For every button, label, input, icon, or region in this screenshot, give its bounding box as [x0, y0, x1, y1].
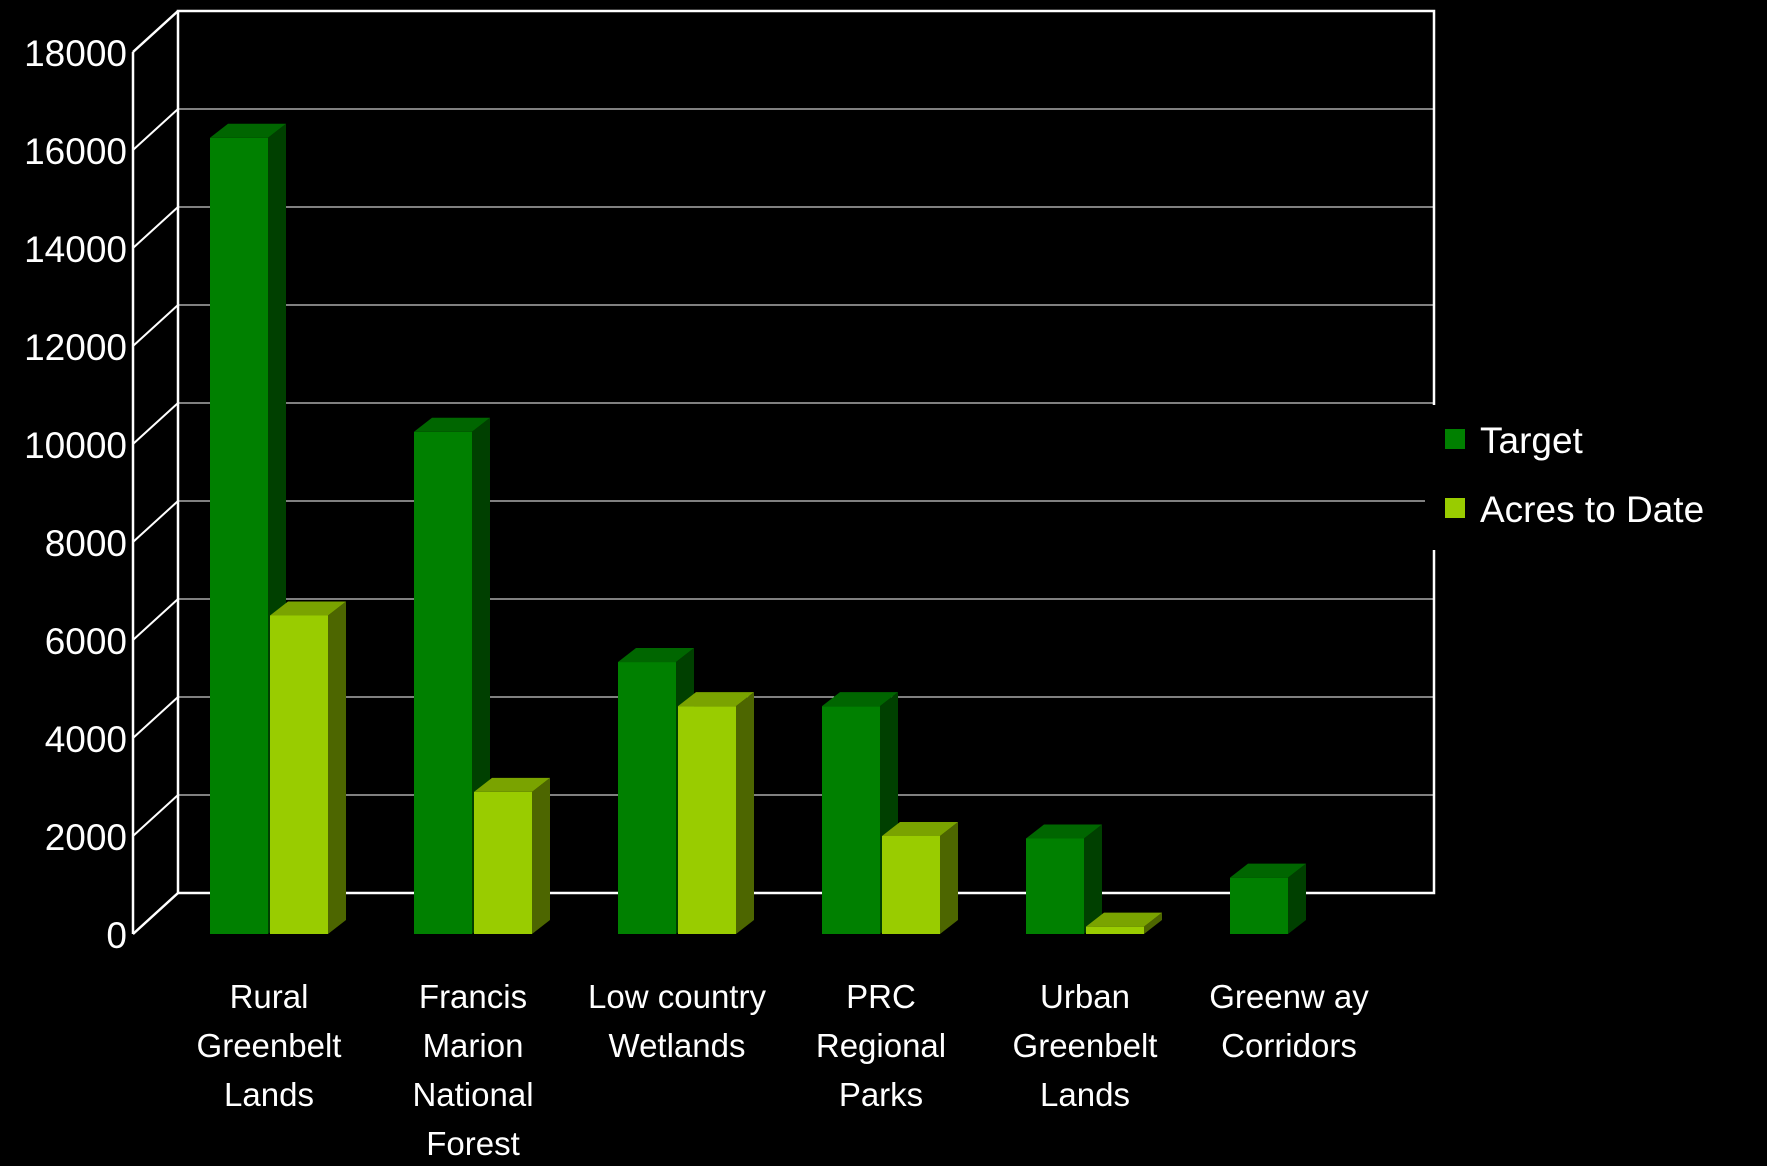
- bar-top-face: [882, 822, 958, 836]
- bar-front-face: [210, 137, 268, 934]
- legend-label: Acres to Date: [1480, 489, 1704, 530]
- bar-side-face: [532, 777, 550, 934]
- bar-front-face: [1026, 838, 1084, 934]
- bar-side-face: [328, 601, 346, 934]
- bar-front-face: [414, 431, 472, 934]
- bar-acres-to-date: [678, 692, 754, 934]
- x-category-label: Greenw ay Corridors: [1209, 978, 1369, 1064]
- y-tick-label: 16000: [24, 131, 127, 172]
- y-tick-mark: [132, 696, 179, 739]
- legend-background: [1425, 405, 1767, 550]
- x-category-label: Francis Marion National Forest: [412, 978, 533, 1161]
- bar-top-face: [1230, 863, 1306, 878]
- bar-acres-to-date: [1086, 912, 1162, 934]
- bar-top-face: [270, 601, 346, 616]
- bar-top-face: [1086, 912, 1162, 927]
- x-category-label: Rural Greenbelt Lands: [197, 978, 342, 1113]
- x-category-label-line: Greenw ay: [1209, 978, 1369, 1015]
- x-category-label-line: Parks: [839, 1076, 923, 1113]
- y-tick-label: 14000: [24, 229, 127, 270]
- legend-swatch: [1445, 498, 1465, 518]
- x-category-label-line: National: [412, 1076, 533, 1113]
- y-tick-mark: [132, 206, 179, 249]
- legend-swatch: [1445, 429, 1465, 449]
- bar-front-face: [678, 706, 736, 934]
- x-category-label-line: Francis: [419, 978, 527, 1015]
- bar-top-face: [210, 123, 286, 138]
- bar-side-face: [940, 822, 958, 934]
- bar-top-face: [474, 777, 550, 792]
- x-category-label-line: Greenbelt: [1013, 1027, 1158, 1064]
- y-tick-label: 6000: [45, 621, 127, 662]
- legend-label: Target: [1480, 420, 1584, 461]
- y-tick-mark: [132, 304, 179, 347]
- x-category-label: PRC Regional Parks: [816, 978, 946, 1113]
- x-category-label: Urban Greenbelt Lands: [1013, 978, 1158, 1113]
- x-category-label-line: Rural: [230, 978, 309, 1015]
- x-category-label-line: Lands: [224, 1076, 314, 1113]
- bar-top-face: [618, 648, 694, 663]
- bar-target: [1026, 824, 1102, 934]
- bar-side-face: [1144, 912, 1162, 934]
- x-category-label-line: Forest: [426, 1125, 520, 1161]
- x-category-label-line: Low country: [588, 978, 766, 1015]
- y-tick-mark: [132, 402, 179, 445]
- bar-acres-to-date: [270, 601, 346, 934]
- bar-acres-to-date: [882, 822, 958, 934]
- bars: [210, 123, 1306, 934]
- x-category-label-line: Lands: [1040, 1076, 1130, 1113]
- x-category-label-line: Regional: [816, 1027, 946, 1064]
- y-tick-mark: [132, 794, 179, 837]
- x-category-label: Low country Wetlands: [588, 978, 766, 1064]
- bar-side-face: [736, 692, 754, 934]
- y-tick-label: 10000: [24, 425, 127, 466]
- bar-front-face: [270, 615, 328, 934]
- bar-top-face: [414, 417, 490, 432]
- bar-front-face: [822, 706, 880, 934]
- bar-front-face: [1086, 926, 1144, 934]
- bar-front-face: [1230, 877, 1288, 934]
- x-axis: Rural Greenbelt Lands Francis Marion National…: [197, 978, 1370, 1162]
- legend: Target Acres to Date: [1425, 405, 1767, 550]
- x-category-label-line: Urban: [1040, 978, 1130, 1015]
- y-tick-label: 0: [106, 915, 127, 956]
- bar-top-face: [822, 692, 898, 707]
- y-tick-label: 18000: [24, 33, 127, 74]
- x-category-label-line: Corridors: [1221, 1027, 1357, 1064]
- bar-front-face: [618, 662, 676, 934]
- y-tick-label: 4000: [45, 719, 127, 760]
- bar-target: [1230, 863, 1306, 934]
- y-tick-label: 8000: [45, 523, 127, 564]
- y-tick-mark: [132, 892, 179, 935]
- y-tick-label: 12000: [24, 327, 127, 368]
- x-category-label-line: Marion: [423, 1027, 524, 1064]
- y-tick-mark: [132, 598, 179, 641]
- bar-front-face: [474, 791, 532, 934]
- y-tick-label: 2000: [45, 817, 127, 858]
- x-category-label-line: Greenbelt: [197, 1027, 342, 1064]
- bar-side-face: [1084, 824, 1102, 934]
- bar-acres-to-date: [474, 777, 550, 934]
- x-category-label-line: Wetlands: [609, 1027, 746, 1064]
- bar-top-face: [678, 692, 754, 707]
- x-category-label-line: PRC: [846, 978, 916, 1015]
- bar-top-face: [1026, 824, 1102, 839]
- y-tick-mark: [132, 10, 179, 53]
- gridlines: [178, 10, 1434, 796]
- y-axis: 0 2000 4000 6000 8000 10000 12000 14000 16000 180…: [24, 10, 179, 956]
- bar-side-face: [1288, 863, 1306, 934]
- y-tick-mark: [132, 500, 179, 543]
- bar-front-face: [882, 836, 940, 934]
- back-wall-frame: [176, 9, 1436, 895]
- y-tick-mark: [132, 108, 179, 151]
- bar-target: [414, 417, 490, 934]
